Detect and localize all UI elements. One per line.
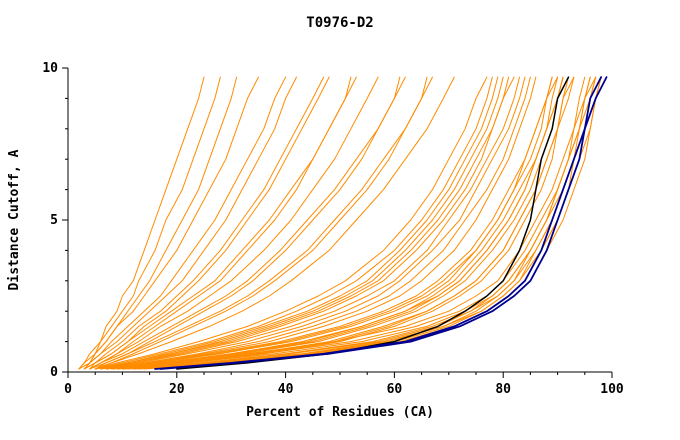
model-32-curve: [89, 76, 433, 370]
x-tick-label: 20: [169, 382, 185, 397]
model-38-curve: [89, 76, 352, 370]
model-19-curve: [105, 76, 553, 370]
model-06-curve: [116, 76, 591, 370]
series-group: [78, 76, 608, 370]
y-tick-label: 0: [50, 365, 58, 380]
model-30-curve: [94, 76, 488, 370]
x-tick-label: 0: [64, 382, 72, 397]
model-05-curve: [127, 76, 597, 370]
model-08-curve: [121, 76, 597, 370]
model-25-curve: [105, 76, 526, 370]
model-28-curve: [105, 76, 515, 370]
model-13-curve: [121, 76, 575, 370]
model-46-curve: [78, 76, 205, 370]
x-tick-label: 40: [278, 382, 294, 397]
plot-area: 0 20 40 60 80 100 0 5 10: [42, 61, 624, 397]
model-36-curve: [89, 76, 379, 370]
model-20-curve: [111, 76, 564, 370]
model-42-curve: [83, 76, 297, 370]
model-34-curve: [89, 76, 406, 370]
x-tick-label: 80: [495, 382, 511, 397]
model-14-curve: [105, 76, 559, 370]
model-22-curve: [100, 76, 521, 370]
x-tick-label: 60: [387, 382, 403, 397]
model-45-curve: [78, 76, 221, 370]
model-43-curve: [78, 76, 259, 370]
axes-group: 0 20 40 60 80 100 0 5 10: [42, 61, 624, 397]
model-02-curve: [121, 76, 597, 370]
model-31-curve: [94, 76, 455, 370]
model-01-curve: [132, 76, 602, 370]
model-35-curve: [94, 76, 401, 370]
reference-model-curve: [176, 76, 570, 370]
best-model-2-curve: [154, 76, 603, 370]
model-10-curve: [132, 76, 602, 370]
model-09-curve: [105, 76, 586, 370]
chart-title: T0976-D2: [306, 15, 373, 31]
model-27-curve: [94, 76, 493, 370]
y-tick-label: 5: [50, 213, 58, 228]
model-18-curve: [121, 76, 575, 370]
x-tick-label: 100: [600, 382, 624, 397]
model-33-curve: [94, 76, 428, 370]
model-26-curve: [100, 76, 504, 370]
model-44-curve: [83, 76, 238, 370]
model-21-curve: [105, 76, 531, 370]
y-axis-label: Distance Cutoff, A: [7, 149, 22, 290]
y-tick-label: 10: [42, 61, 58, 76]
model-40-curve: [89, 76, 330, 370]
model-23-curve: [111, 76, 537, 370]
x-axis-label: Percent of Residues (CA): [246, 405, 434, 420]
model-29-curve: [100, 76, 499, 370]
model-41-curve: [83, 76, 287, 370]
model-39-curve: [83, 76, 325, 370]
